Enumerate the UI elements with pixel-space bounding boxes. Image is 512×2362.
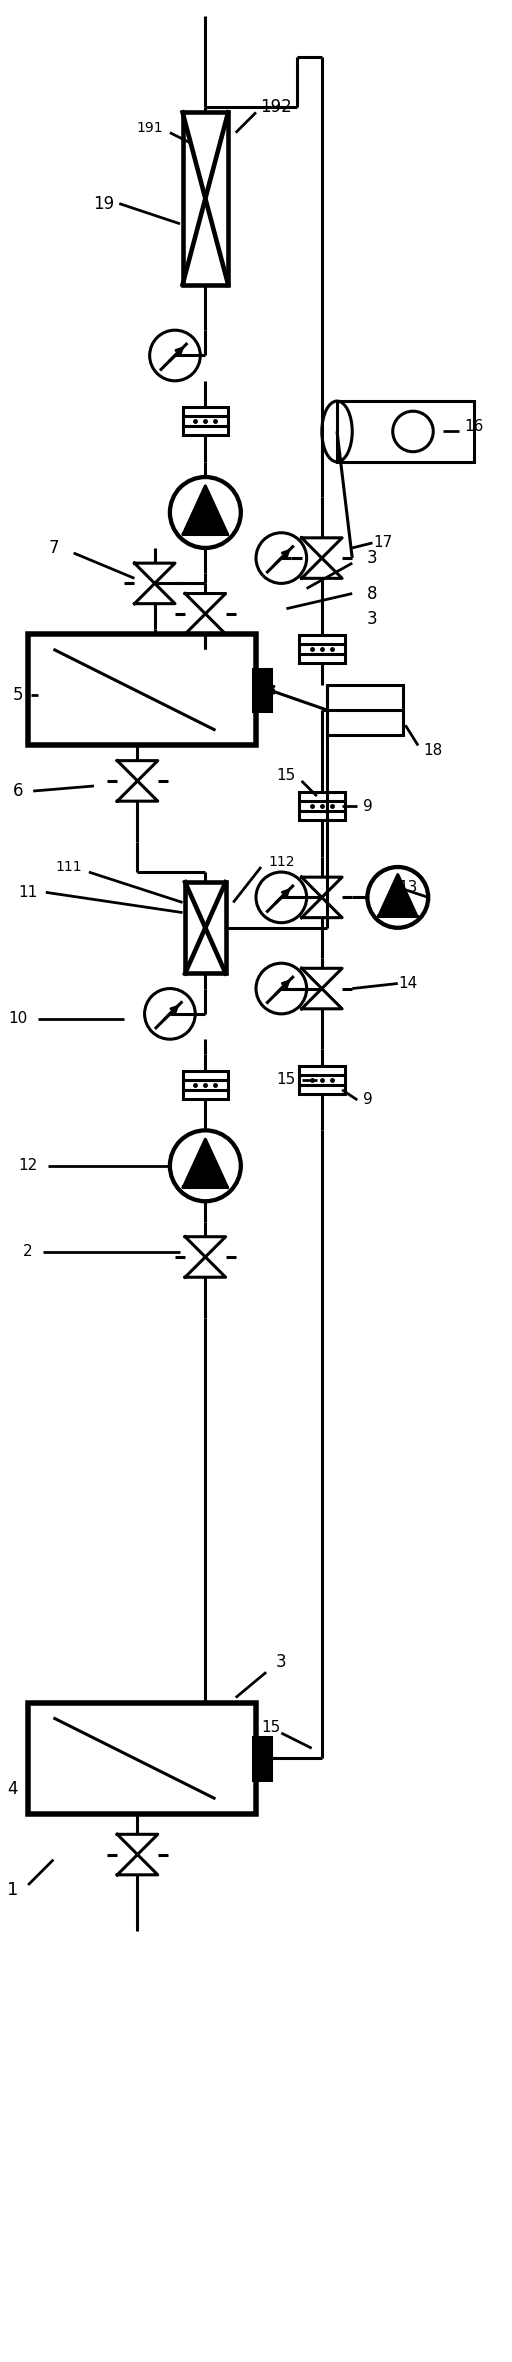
Text: 15: 15 bbox=[262, 1720, 281, 1736]
Polygon shape bbox=[117, 1854, 158, 1875]
Polygon shape bbox=[302, 968, 342, 990]
Text: 191: 191 bbox=[136, 120, 163, 135]
Polygon shape bbox=[185, 1257, 226, 1278]
Polygon shape bbox=[135, 583, 175, 605]
Bar bbox=[183, 113, 228, 283]
Text: 9: 9 bbox=[362, 1094, 372, 1108]
Polygon shape bbox=[135, 562, 175, 583]
Bar bbox=[253, 1736, 271, 1779]
Text: 13: 13 bbox=[398, 879, 418, 895]
Text: 15: 15 bbox=[277, 768, 296, 784]
Bar bbox=[327, 685, 403, 735]
Polygon shape bbox=[302, 876, 342, 898]
Text: 11: 11 bbox=[18, 886, 38, 900]
Bar bbox=[28, 633, 256, 746]
Polygon shape bbox=[183, 1138, 227, 1188]
Polygon shape bbox=[117, 1835, 158, 1854]
Polygon shape bbox=[302, 898, 342, 919]
Text: 6: 6 bbox=[13, 782, 23, 801]
Text: 8: 8 bbox=[367, 583, 378, 602]
Text: 15: 15 bbox=[277, 1072, 296, 1087]
Text: 17: 17 bbox=[373, 536, 392, 550]
Text: 18: 18 bbox=[423, 744, 443, 758]
Polygon shape bbox=[185, 1238, 226, 1257]
Text: 12: 12 bbox=[18, 1157, 38, 1174]
Polygon shape bbox=[302, 990, 342, 1009]
Polygon shape bbox=[302, 539, 342, 557]
Text: 19: 19 bbox=[94, 194, 115, 213]
Text: 112: 112 bbox=[268, 855, 294, 869]
Polygon shape bbox=[302, 557, 342, 579]
Polygon shape bbox=[117, 782, 158, 801]
Polygon shape bbox=[379, 874, 417, 916]
Polygon shape bbox=[117, 761, 158, 782]
Bar bbox=[28, 1703, 256, 1814]
Text: 5: 5 bbox=[13, 685, 23, 704]
Polygon shape bbox=[185, 593, 226, 614]
Bar bbox=[253, 668, 271, 711]
Text: 3: 3 bbox=[367, 548, 378, 567]
Text: 111: 111 bbox=[55, 860, 82, 874]
Text: 3: 3 bbox=[276, 1653, 287, 1672]
Text: 3: 3 bbox=[367, 609, 378, 628]
Bar bbox=[299, 1065, 345, 1094]
Text: 16: 16 bbox=[464, 418, 483, 435]
Text: 1: 1 bbox=[7, 1880, 18, 1899]
Text: 10: 10 bbox=[8, 1011, 28, 1027]
Bar bbox=[185, 881, 226, 973]
Text: 14: 14 bbox=[398, 976, 418, 992]
Bar bbox=[183, 406, 228, 435]
Polygon shape bbox=[185, 614, 226, 633]
Text: 4: 4 bbox=[8, 1779, 18, 1797]
Text: 9: 9 bbox=[362, 798, 372, 815]
Bar bbox=[337, 402, 474, 463]
Bar bbox=[299, 635, 345, 664]
Polygon shape bbox=[183, 487, 227, 534]
Text: 192: 192 bbox=[261, 99, 292, 116]
Text: 7: 7 bbox=[48, 539, 59, 557]
Bar bbox=[299, 791, 345, 820]
Text: 2: 2 bbox=[23, 1245, 33, 1259]
Bar bbox=[183, 1070, 228, 1098]
